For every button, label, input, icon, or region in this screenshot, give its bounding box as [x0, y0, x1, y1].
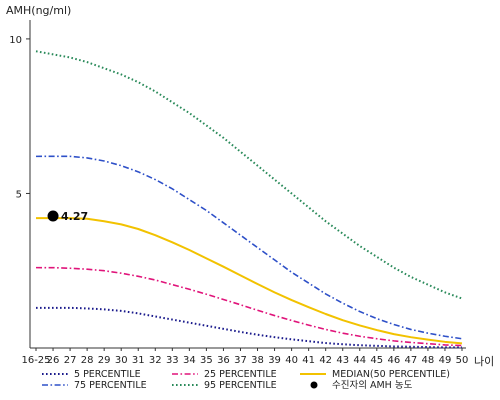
x-tick-label: 48 [422, 355, 435, 366]
x-tick-label: 35 [200, 355, 213, 366]
x-tick-label: 39 [268, 355, 281, 366]
x-tick-label: 44 [353, 355, 366, 366]
legend-label: 25 PERCENTILE [204, 369, 277, 380]
legend-label: MEDIAN(50 PERCENTILE) [332, 369, 450, 380]
x-tick-label: 40 [285, 355, 298, 366]
legend-patient-marker [310, 381, 318, 389]
patient-amh-point [47, 210, 59, 222]
patient-amh-value-label: 4.27 [61, 210, 88, 223]
y-tick-label: 5 [16, 189, 22, 200]
x-tick-label: 41 [302, 355, 315, 366]
x-tick-label: 30 [115, 355, 128, 366]
x-tick-label: 36 [217, 355, 230, 366]
series-line-75-percentile [35, 155, 463, 340]
legend: 5 PERCENTILE 25 PERCENTILE MEDIAN(50 PERCE… [42, 369, 450, 391]
x-tick-label: 37 [234, 355, 247, 366]
series-line-median-50-percentile [35, 217, 463, 345]
y-tick-label: 10 [9, 35, 22, 46]
x-tick-label: 26 [47, 355, 60, 366]
legend-label: 75 PERCENTILE [74, 380, 147, 391]
x-tick-label: 29 [98, 355, 111, 366]
x-tick-label: 32 [149, 355, 162, 366]
series-lines [35, 50, 463, 349]
x-tick-label: 45 [370, 355, 383, 366]
y-ticks: 5 10 [9, 35, 30, 200]
x-tick-label: 43 [336, 355, 349, 366]
x-tick-label: 49 [439, 355, 452, 366]
series-line-95-percentile [35, 50, 463, 300]
y-axis-label: AMH(ng/ml) [6, 4, 71, 17]
x-tick-label: 27 [64, 355, 77, 366]
x-tick-label: 33 [166, 355, 179, 366]
x-tick-label: 16-25 [21, 355, 50, 366]
x-tick-label: 47 [405, 355, 418, 366]
x-tick-label: 31 [132, 355, 145, 366]
legend-label: 95 PERCENTILE [204, 380, 277, 391]
x-tick-label: 34 [183, 355, 196, 366]
patient-marker: 4.27 [47, 210, 88, 223]
x-axis-label: 나이 [474, 355, 494, 368]
x-tick-label: 42 [319, 355, 332, 366]
series-line-25-percentile [35, 266, 463, 347]
x-tick-label: 46 [387, 355, 400, 366]
x-tick-label: 50 [456, 355, 469, 366]
x-tick-label: 38 [251, 355, 264, 366]
legend-label: 수진자의 AMH 농도 [332, 380, 413, 391]
x-tick-label: 28 [81, 355, 94, 366]
axes [29, 20, 466, 349]
legend-label: 5 PERCENTILE [74, 369, 141, 380]
